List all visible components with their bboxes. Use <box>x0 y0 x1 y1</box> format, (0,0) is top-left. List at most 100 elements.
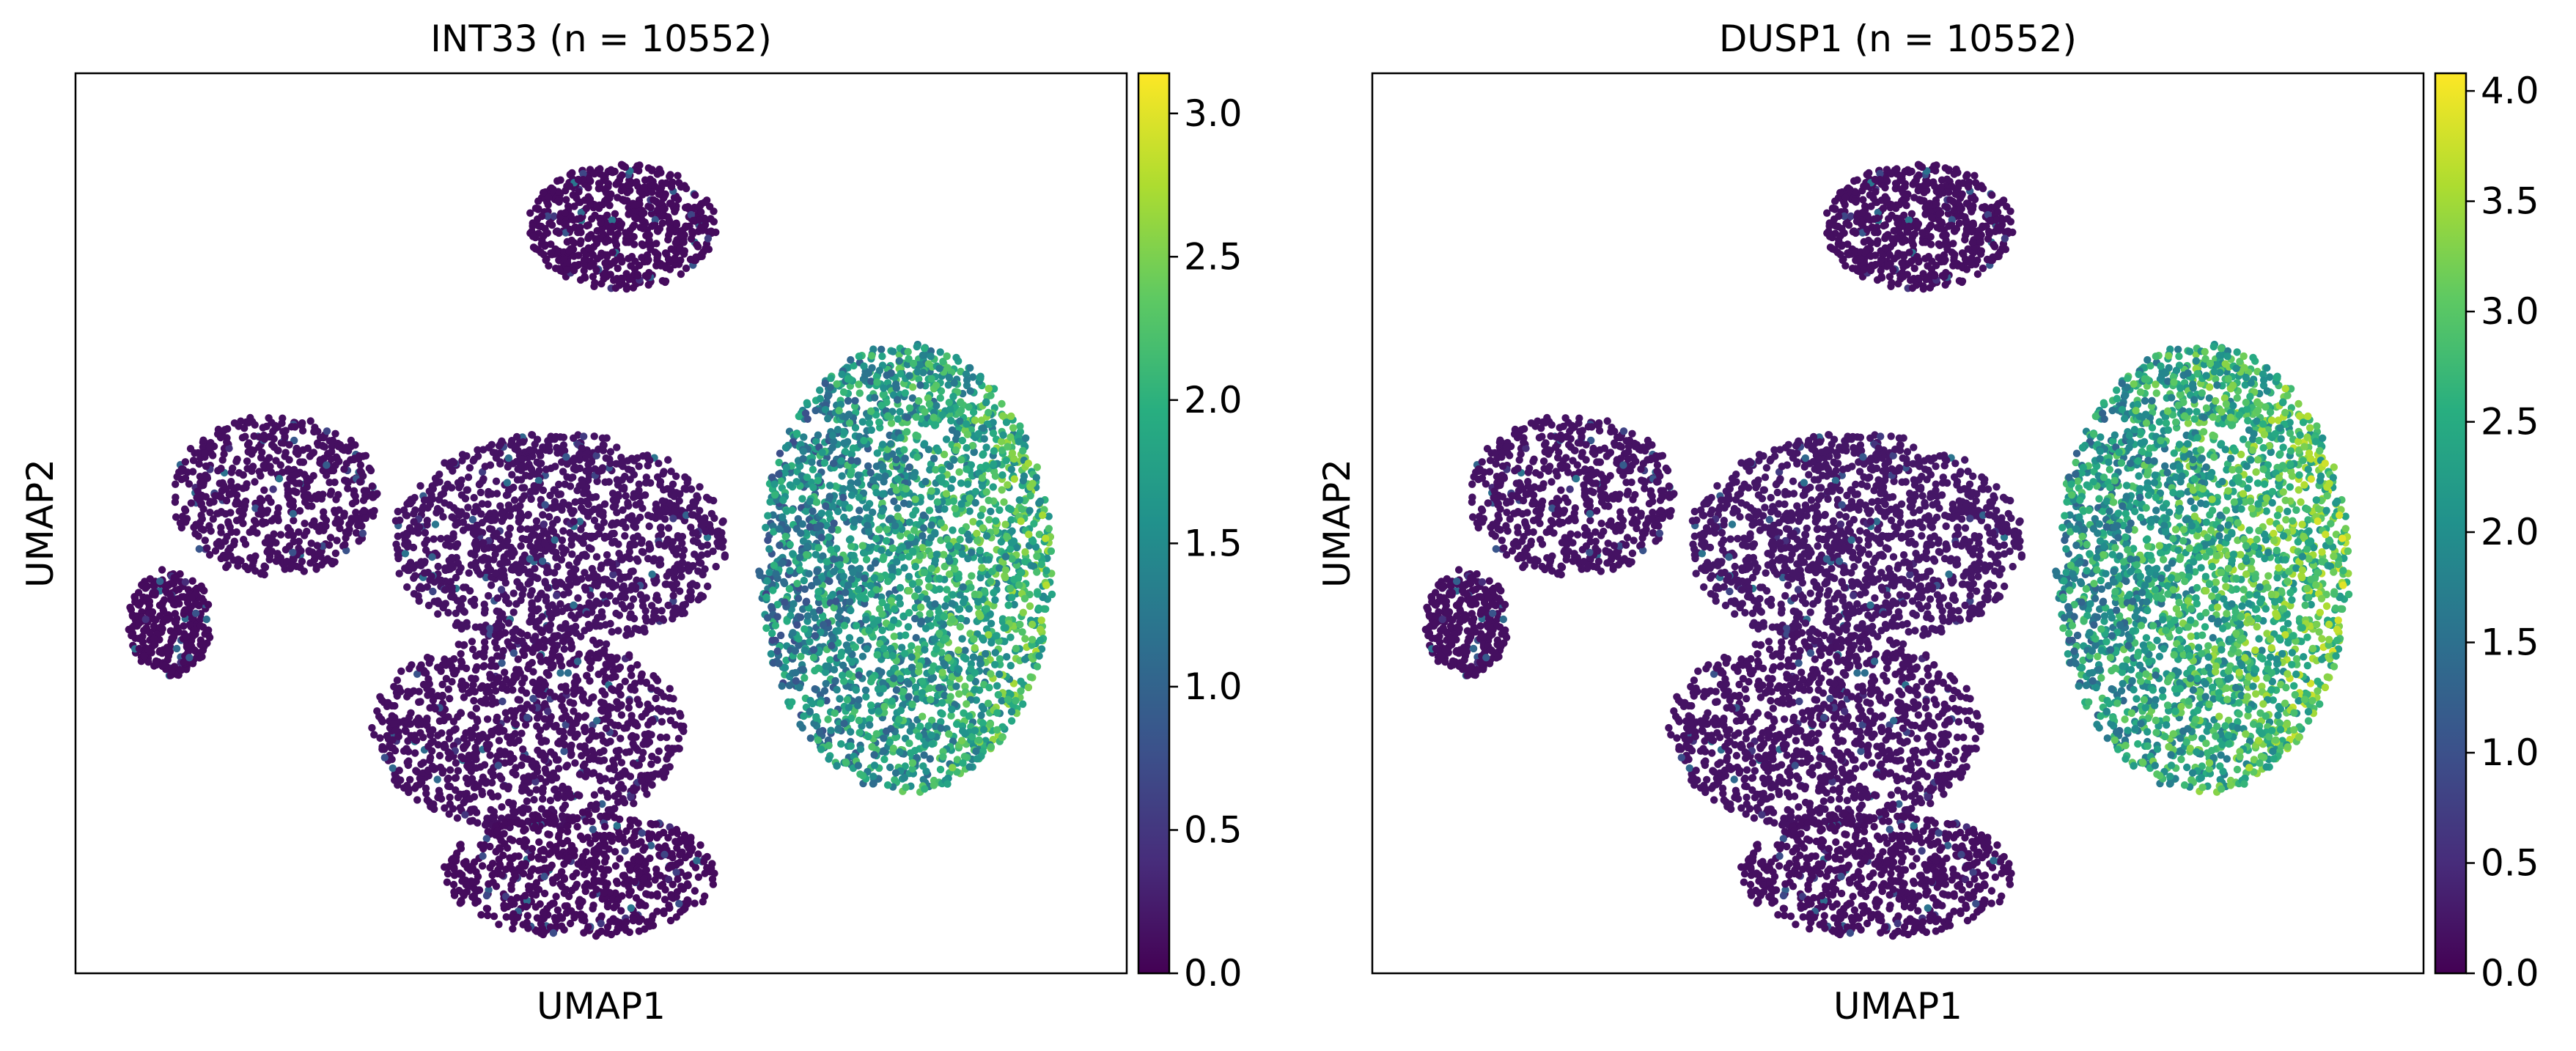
scatter-point <box>305 547 313 555</box>
scatter-point <box>498 871 506 879</box>
scatter-point <box>233 455 241 463</box>
scatter-point <box>651 221 659 229</box>
scatter-point <box>180 658 188 666</box>
scatter-point <box>373 707 381 715</box>
scatter-point <box>533 722 541 730</box>
scatter-point <box>534 594 542 603</box>
scatter-point <box>575 896 584 904</box>
scatter-point <box>553 906 562 915</box>
scatter-point <box>540 715 549 723</box>
scatter-point <box>205 626 213 634</box>
scatter-point <box>625 704 633 712</box>
scatter-point <box>557 683 565 691</box>
scatter-point <box>603 929 611 937</box>
scatter-point <box>545 568 553 576</box>
scatter-point <box>531 822 540 830</box>
scatter-point <box>246 528 254 536</box>
scatter-point <box>542 256 550 265</box>
scatter-point <box>499 681 507 690</box>
scatter-point <box>501 596 510 605</box>
scatter-point <box>355 537 363 545</box>
scatter-point <box>596 165 604 173</box>
scatter-point <box>522 471 530 479</box>
scatter-point <box>187 499 195 507</box>
scatter-point <box>479 627 487 636</box>
scatter-point <box>649 557 658 565</box>
scatter-point <box>266 462 274 471</box>
scatter-point <box>173 473 181 481</box>
scatter-point <box>529 890 537 899</box>
scatter-point <box>587 261 595 270</box>
scatter-point <box>477 556 485 564</box>
scatter-point <box>210 498 218 506</box>
scatter-point <box>492 569 500 578</box>
scatter-point <box>625 181 633 189</box>
scatter-point <box>156 577 164 586</box>
scatter-point <box>622 229 630 237</box>
scatter-point <box>496 845 504 853</box>
scatter-point <box>709 880 718 888</box>
scatter-point <box>581 531 589 540</box>
scatter-point <box>554 756 562 764</box>
scatter-point <box>421 539 429 547</box>
scatter-point <box>452 774 460 782</box>
scatter-point <box>645 522 653 531</box>
scatter-point <box>611 237 619 246</box>
scatter-point <box>526 591 534 599</box>
scatter-point <box>566 581 574 589</box>
scatter-point <box>638 754 646 763</box>
scatter-point <box>600 858 609 866</box>
scatter-point <box>691 191 699 199</box>
scatter-point <box>186 445 195 453</box>
scatter-point <box>677 712 685 720</box>
scatter-point <box>215 538 223 546</box>
scatter-point <box>710 514 718 523</box>
scatter-point <box>621 532 629 540</box>
scatter-point <box>489 792 497 801</box>
scatter-point <box>542 597 551 605</box>
scatter-point <box>182 633 191 641</box>
scatter-point <box>356 478 364 486</box>
scatter-point <box>570 699 578 707</box>
scatter-point <box>679 601 687 609</box>
scatter-point <box>251 421 259 429</box>
scatter-point <box>614 879 622 888</box>
scatter-point <box>513 913 522 922</box>
scatter-point <box>334 490 342 499</box>
scatter-point <box>701 565 709 573</box>
scatter-point <box>666 500 674 509</box>
scatter-point <box>527 853 535 861</box>
scatter-point <box>647 245 655 254</box>
scatter-point <box>471 744 479 752</box>
scatter-point <box>560 747 568 756</box>
scatter-point <box>522 689 531 697</box>
scatter-point <box>565 247 573 255</box>
scatter-point <box>660 850 669 859</box>
scatter-point <box>289 509 297 518</box>
scatter-point <box>555 229 563 237</box>
scatter-point <box>546 863 554 872</box>
scatter-point <box>512 442 520 451</box>
scatter-point <box>614 265 622 273</box>
scatter-point <box>560 874 568 882</box>
scatter-point <box>482 695 490 704</box>
scatter-point <box>172 574 180 583</box>
scatter-point <box>450 459 458 467</box>
scatter-point <box>487 490 496 498</box>
scatter-point <box>144 646 152 654</box>
scatter-point <box>328 436 337 445</box>
scatter-point <box>273 514 281 522</box>
scatter-point <box>540 915 548 923</box>
scatter-point <box>593 254 602 263</box>
scatter-point <box>437 491 445 499</box>
scatter-point <box>651 182 659 191</box>
scatter-point <box>560 254 568 262</box>
scatter-point <box>567 639 575 647</box>
scatter-point <box>490 808 498 816</box>
scatter-point <box>307 539 315 547</box>
scatter-point <box>544 707 552 715</box>
scatter-point <box>605 236 613 245</box>
scatter-point <box>629 284 638 292</box>
scatter-point <box>360 506 368 515</box>
scatter-point <box>434 741 442 749</box>
